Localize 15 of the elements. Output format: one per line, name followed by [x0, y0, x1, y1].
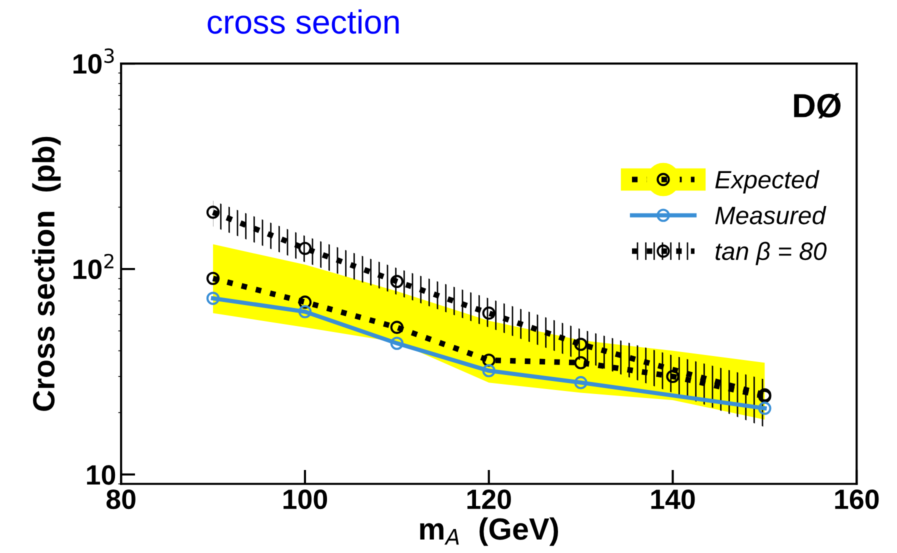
- y-axis-title: Cross section (pb): [32, 136, 61, 411]
- annotation: DØ: [794, 93, 841, 118]
- legend-label: tan β = 80: [716, 242, 827, 266]
- y-tick-label: 10: [87, 465, 116, 485]
- chart-title: cross section: [208, 9, 399, 34]
- y-tick-label: 10$^{3}$: [74, 48, 114, 74]
- x-tick-label: 80: [106, 489, 136, 510]
- x-tick-label: 140: [651, 489, 695, 510]
- x-tick-label: 120: [467, 489, 511, 510]
- legend-label: Expected: [715, 170, 820, 194]
- y-tick-label: 10$^{2}$: [74, 254, 114, 280]
- legend-label: Measured: [715, 206, 826, 224]
- x-tick-label: 100: [284, 489, 328, 510]
- x-tick-label: 160: [835, 489, 879, 510]
- x-axis-title: m$_{A}$ (GeV): [420, 517, 558, 546]
